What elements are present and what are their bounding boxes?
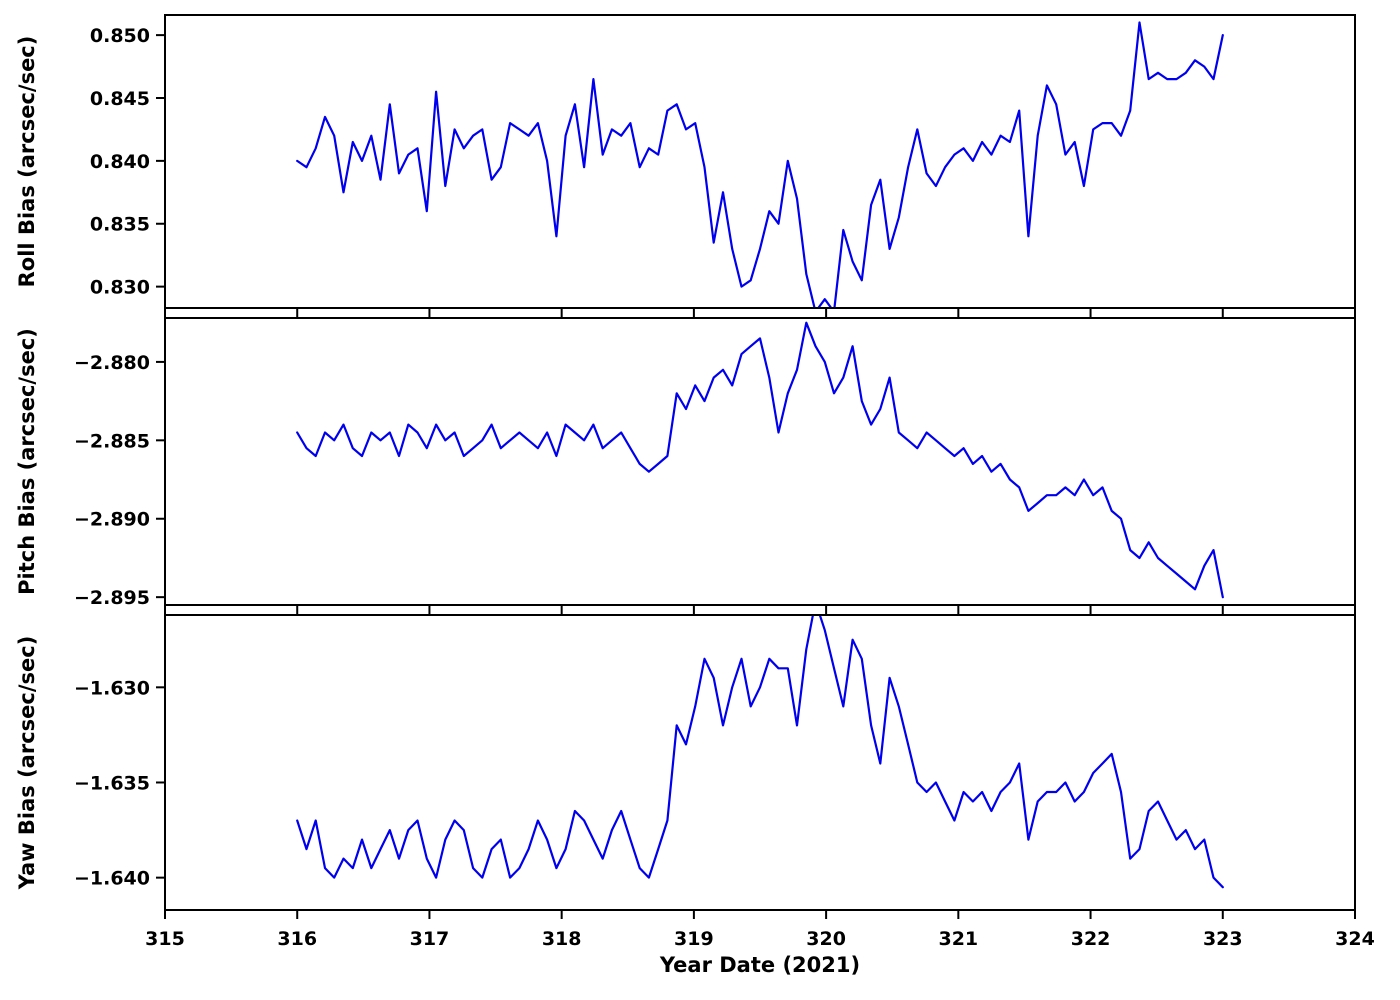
y-tick-label: −2.885 bbox=[74, 430, 150, 452]
y-tick-label: 0.845 bbox=[90, 88, 150, 110]
panel-frame bbox=[164, 14, 1356, 309]
x-tick-label: 321 bbox=[938, 928, 978, 950]
y-tick-label: 0.840 bbox=[90, 151, 150, 173]
x-tick-label: 315 bbox=[145, 928, 185, 950]
y-tick-label: −1.640 bbox=[74, 868, 150, 890]
x-tick-label: 317 bbox=[410, 928, 450, 950]
y-tick-label: −2.880 bbox=[74, 352, 150, 374]
y-tick-label: 0.835 bbox=[90, 214, 150, 236]
y-tick-label: −2.890 bbox=[74, 509, 150, 531]
pitch-bias-line bbox=[296, 321, 1224, 599]
x-tick-label: 322 bbox=[1071, 928, 1111, 950]
x-tick-label: 324 bbox=[1335, 928, 1375, 950]
x-tick-label: 316 bbox=[277, 928, 317, 950]
x-tick-label: 320 bbox=[806, 928, 846, 950]
x-axis-label: Year Date (2021) bbox=[659, 953, 860, 977]
x-tick-label: 323 bbox=[1203, 928, 1243, 950]
x-tick-label: 319 bbox=[674, 928, 714, 950]
yaw-y-axis-label: Yaw Bias (arcsec/sec) bbox=[15, 636, 39, 891]
panel-pitch-bias: −2.880 −2.885 −2.890 −2.895 bbox=[74, 317, 1356, 614]
panel-yaw-bias: −1.630 −1.635 −1.640 315 316 317 318 319 320 321 3… bbox=[74, 614, 1375, 950]
panel-frame bbox=[164, 317, 1356, 606]
pitch-y-axis-label: Pitch Bias (arcsec/sec) bbox=[15, 328, 39, 595]
y-tick-label: 0.850 bbox=[90, 25, 150, 47]
y-tick-label: −1.630 bbox=[74, 677, 150, 699]
y-tick-label: −2.895 bbox=[74, 587, 150, 609]
plot-area: 0.8300.8350.8400.8450.850−2.880−2.885−2.… bbox=[74, 14, 1375, 950]
y-tick-label: −1.635 bbox=[74, 772, 150, 794]
x-tick-label: 318 bbox=[542, 928, 582, 950]
panel-frame bbox=[164, 614, 1356, 911]
y-tick-label: 0.830 bbox=[90, 277, 150, 299]
roll-bias-line bbox=[296, 21, 1224, 308]
panel-roll-bias: 0.830 0.835 0.840 0.845 0.850 bbox=[90, 14, 1356, 317]
roll-y-axis-label: Roll Bias (arcsec/sec) bbox=[15, 36, 39, 288]
yaw-bias-line bbox=[296, 615, 1224, 889]
